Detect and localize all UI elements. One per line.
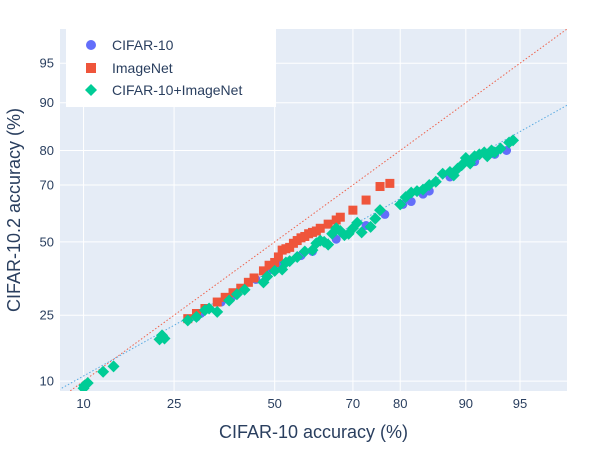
point-diamond <box>374 204 387 217</box>
point-square <box>335 212 345 222</box>
point-diamond <box>351 216 364 229</box>
point-diamond <box>158 332 171 345</box>
point-diamond <box>283 255 296 268</box>
point-diamond <box>507 134 520 147</box>
point-diamond <box>503 136 516 149</box>
point-square <box>323 219 333 229</box>
point-square <box>212 297 222 307</box>
data-points <box>77 134 520 391</box>
point-diamond <box>261 270 274 283</box>
y-tick-label: 50 <box>40 234 54 249</box>
point-square <box>315 223 325 233</box>
point-diamond <box>291 250 304 263</box>
x-tick-labels: 10 25 50 70 80 90 95 <box>76 396 527 411</box>
point-square <box>273 252 283 262</box>
point-square <box>270 257 280 267</box>
point-square <box>220 292 230 302</box>
point-diamond <box>97 365 110 378</box>
point-diamond <box>355 226 368 239</box>
point-diamond <box>223 294 236 307</box>
x-tick-label: 70 <box>346 396 360 411</box>
point-diamond <box>181 314 194 327</box>
point-diamond <box>429 175 442 188</box>
point-diamond <box>190 310 203 323</box>
x-tick-label: 50 <box>267 396 281 411</box>
x-tick-label: 80 <box>393 396 407 411</box>
legend-marker-combined <box>85 84 97 96</box>
y-tick-label: 80 <box>40 143 54 158</box>
y-tick-label: 70 <box>40 177 54 192</box>
reference-lines <box>60 29 567 391</box>
y-tick-label: 10 <box>40 374 54 389</box>
point-diamond <box>211 305 224 318</box>
legend-box <box>66 27 276 107</box>
point-diamond <box>107 360 120 373</box>
y-axis-title: CIFAR-10.2 accuracy (%) <box>4 108 24 312</box>
legend-label-imagenet: ImageNet <box>112 60 173 76</box>
point-diamond <box>364 220 377 233</box>
point-diamond <box>494 142 507 155</box>
point-square <box>361 195 371 205</box>
point-diamond <box>369 212 382 225</box>
legend: CIFAR-10 ImageNet CIFAR-10+ImageNet <box>66 27 276 107</box>
y-tick-label: 90 <box>40 95 54 110</box>
point-diamond <box>268 264 281 277</box>
point-square <box>249 273 259 283</box>
x-tick-label: 95 <box>513 396 527 411</box>
legend-label-cifar10: CIFAR-10 <box>112 37 174 53</box>
y-tick-labels: 10 25 50 70 80 90 95 <box>40 56 54 389</box>
point-square <box>258 266 268 276</box>
x-tick-label: 25 <box>167 396 181 411</box>
identity-line <box>69 29 567 391</box>
x-tick-label: 90 <box>459 396 473 411</box>
point-square <box>243 277 253 287</box>
x-tick-label: 10 <box>76 396 90 411</box>
point-diamond <box>238 283 251 296</box>
legend-marker-cifar10 <box>86 40 96 50</box>
point-square <box>264 260 274 270</box>
fit-line <box>60 104 567 390</box>
x-axis-title: CIFAR-10 accuracy (%) <box>219 422 408 442</box>
point-diamond <box>394 198 407 211</box>
y-tick-label: 95 <box>40 56 54 71</box>
legend-marker-imagenet <box>86 63 96 73</box>
point-diamond <box>230 288 243 301</box>
y-tick-label: 25 <box>40 308 54 323</box>
point-diamond <box>298 245 311 258</box>
point-square <box>375 182 385 192</box>
point-diamond <box>81 377 94 390</box>
point-square <box>385 178 395 188</box>
point-diamond <box>322 238 335 251</box>
legend-label-combined: CIFAR-10+ImageNet <box>112 82 242 98</box>
point-square <box>348 205 358 215</box>
